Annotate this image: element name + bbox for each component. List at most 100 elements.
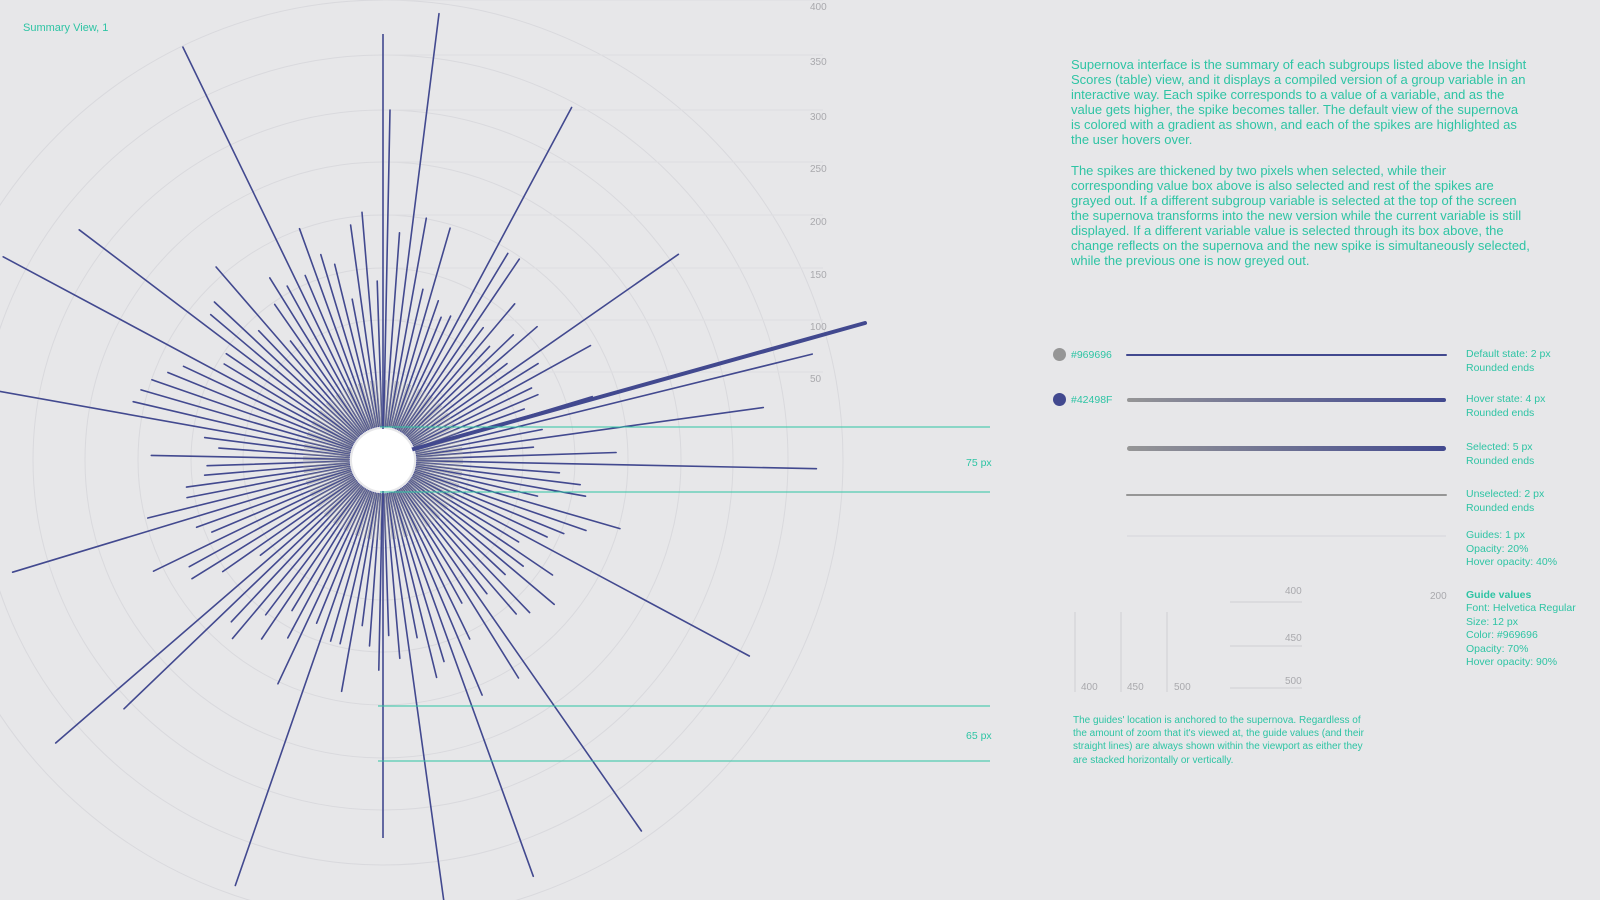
spike[interactable] xyxy=(386,492,446,900)
spike-halo xyxy=(303,456,350,460)
spike-halo xyxy=(363,492,376,538)
selected-spike[interactable] xyxy=(401,321,867,454)
spike-halo xyxy=(391,492,406,538)
spike-halo xyxy=(387,493,396,540)
spike[interactable] xyxy=(416,459,818,470)
spike[interactable] xyxy=(414,470,587,532)
spike-halo xyxy=(303,462,350,467)
spike[interactable] xyxy=(415,465,587,498)
supernova-spikes[interactable] xyxy=(0,12,867,900)
spike[interactable] xyxy=(388,217,428,428)
spike-halo xyxy=(410,479,448,508)
spike[interactable] xyxy=(382,109,391,427)
spike-halo xyxy=(351,385,371,429)
spike[interactable] xyxy=(123,482,360,710)
spike-halo xyxy=(308,428,352,448)
spike-halo xyxy=(346,490,369,532)
spike[interactable] xyxy=(410,253,680,442)
spike[interactable] xyxy=(415,353,814,453)
spike-halo xyxy=(318,412,356,441)
spike[interactable] xyxy=(391,227,451,429)
spike[interactable] xyxy=(412,475,751,657)
spike[interactable] xyxy=(406,333,515,438)
spike[interactable] xyxy=(402,326,485,434)
dimension-label-65: 65 px xyxy=(966,730,992,742)
guide-ring-value: 350 xyxy=(810,57,827,68)
spike[interactable] xyxy=(234,491,373,887)
spike-halo xyxy=(401,393,428,432)
spike-halo xyxy=(326,403,360,437)
spike[interactable] xyxy=(340,492,378,693)
spike[interactable] xyxy=(377,493,384,671)
spike[interactable] xyxy=(150,454,350,461)
spike-halo xyxy=(307,471,352,489)
spike-halo xyxy=(340,488,366,529)
spike[interactable] xyxy=(182,46,370,431)
spike[interactable] xyxy=(393,299,440,429)
spike[interactable] xyxy=(349,224,380,428)
spike[interactable] xyxy=(386,12,440,428)
spike-halo xyxy=(415,440,461,453)
spike-halo xyxy=(303,453,350,458)
spike-halo xyxy=(383,380,387,427)
spike[interactable] xyxy=(2,255,354,445)
spike-halo xyxy=(303,463,350,470)
spike[interactable] xyxy=(185,463,351,488)
spike-halo xyxy=(366,493,377,539)
spike[interactable] xyxy=(415,406,765,457)
spike-halo xyxy=(357,383,373,428)
spike[interactable] xyxy=(221,478,356,573)
spike[interactable] xyxy=(396,489,471,640)
spike-halo xyxy=(360,492,375,538)
spike[interactable] xyxy=(78,229,357,441)
spike-halo xyxy=(303,447,350,456)
spike[interactable] xyxy=(393,491,535,878)
spike[interactable] xyxy=(414,468,621,530)
spike[interactable] xyxy=(152,473,354,573)
spike[interactable] xyxy=(319,253,374,429)
spike[interactable] xyxy=(151,378,352,450)
spike-halo xyxy=(351,491,371,535)
vertical-guide-value-1: 400 xyxy=(1081,682,1098,693)
state-legend-lines xyxy=(1126,354,1447,537)
spike-halo xyxy=(373,380,380,427)
spike-halo xyxy=(312,420,354,444)
spike-halo xyxy=(414,472,458,492)
spike-halo xyxy=(390,382,403,428)
spike[interactable] xyxy=(398,106,573,431)
spike[interactable] xyxy=(412,387,533,447)
spike-halo xyxy=(393,383,409,428)
spike-halo xyxy=(405,484,438,520)
spike[interactable] xyxy=(392,491,445,663)
spike-halo xyxy=(379,380,383,427)
spike-halo xyxy=(387,380,396,427)
spike-halo xyxy=(305,437,351,452)
spike-halo xyxy=(357,492,373,537)
spike[interactable] xyxy=(409,479,525,568)
spike[interactable] xyxy=(401,487,643,832)
spike-halo xyxy=(408,407,445,439)
spike-halo xyxy=(310,426,353,447)
spike[interactable] xyxy=(11,469,352,574)
spike[interactable] xyxy=(257,329,361,437)
spike-halo xyxy=(412,420,454,444)
spike-halo xyxy=(415,467,461,480)
spike-halo xyxy=(354,491,372,536)
spike[interactable] xyxy=(298,227,373,429)
spike[interactable] xyxy=(140,389,352,452)
spike[interactable] xyxy=(405,483,531,614)
spike-halo xyxy=(414,428,458,448)
spike[interactable] xyxy=(401,258,521,433)
spike-halo xyxy=(321,407,358,439)
spike[interactable] xyxy=(273,303,365,433)
spike[interactable] xyxy=(286,489,368,639)
spike-halo xyxy=(385,493,390,540)
guide-ring-value: 100 xyxy=(810,322,827,333)
spike[interactable] xyxy=(264,486,364,616)
spike-halo xyxy=(394,491,412,536)
spike-halo xyxy=(395,491,415,535)
spike[interactable] xyxy=(54,481,359,744)
guide-ring-values: 400 350 300 250 200 150 100 50 xyxy=(810,2,827,385)
spike[interactable] xyxy=(0,382,351,455)
